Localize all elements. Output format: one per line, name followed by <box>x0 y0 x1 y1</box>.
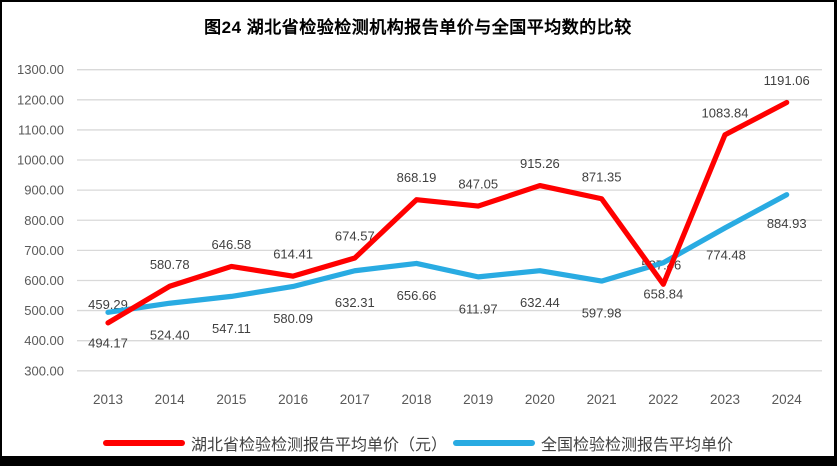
chart-legend: 湖北省检验检测报告平均单价（元） 全国检验检测报告平均单价 <box>2 431 834 455</box>
svg-text:847.05: 847.05 <box>458 177 498 192</box>
svg-text:2024: 2024 <box>772 392 803 407</box>
chart-title: 图24 湖北省检验检测机构报告单价与全国平均数的比较 <box>204 18 632 37</box>
svg-text:632.44: 632.44 <box>520 295 560 310</box>
svg-text:597.98: 597.98 <box>582 306 622 321</box>
svg-text:871.35: 871.35 <box>582 169 622 184</box>
svg-text:500.00: 500.00 <box>24 303 64 318</box>
svg-text:2020: 2020 <box>525 392 555 407</box>
svg-text:2016: 2016 <box>278 392 308 407</box>
svg-text:774.48: 774.48 <box>706 247 746 262</box>
svg-text:915.26: 915.26 <box>520 156 560 171</box>
svg-text:524.40: 524.40 <box>150 328 190 343</box>
svg-text:400.00: 400.00 <box>24 333 64 348</box>
svg-text:580.09: 580.09 <box>273 311 313 326</box>
svg-text:884.93: 884.93 <box>767 216 807 231</box>
svg-text:2014: 2014 <box>155 392 186 407</box>
svg-text:674.57: 674.57 <box>335 229 375 244</box>
svg-text:300.00: 300.00 <box>24 363 64 378</box>
svg-text:1191.06: 1191.06 <box>764 73 810 88</box>
svg-text:2022: 2022 <box>648 392 678 407</box>
svg-text:580.78: 580.78 <box>150 257 190 272</box>
legend-swatch-national-line <box>453 440 535 446</box>
svg-text:1083.84: 1083.84 <box>702 105 749 120</box>
svg-text:494.17: 494.17 <box>88 335 128 350</box>
svg-text:900.00: 900.00 <box>24 183 64 198</box>
svg-text:2023: 2023 <box>710 392 740 407</box>
svg-text:547.11: 547.11 <box>212 321 251 336</box>
svg-text:632.31: 632.31 <box>335 295 375 310</box>
svg-text:2019: 2019 <box>463 392 493 407</box>
svg-text:658.84: 658.84 <box>643 287 683 302</box>
svg-text:868.19: 868.19 <box>397 170 437 185</box>
svg-text:611.97: 611.97 <box>459 301 498 316</box>
svg-text:2015: 2015 <box>216 392 246 407</box>
line-chart-svg: 300.00 400.00 500.00 600.00 700.00 800.00 900.… <box>17 62 822 407</box>
svg-text:700.00: 700.00 <box>24 243 64 258</box>
svg-text:656.66: 656.66 <box>397 288 437 303</box>
legend-label-hubei: 湖北省检验检测报告平均单价（元） <box>190 437 447 454</box>
svg-text:2018: 2018 <box>401 392 431 407</box>
svg-text:459.29: 459.29 <box>88 297 128 312</box>
svg-text:646.58: 646.58 <box>212 237 252 252</box>
svg-text:1100.00: 1100.00 <box>18 122 64 137</box>
legend-label-national: 全国检验检测报告平均单价 <box>541 437 734 454</box>
svg-text:1200.00: 1200.00 <box>17 92 64 107</box>
svg-text:2013: 2013 <box>93 392 123 407</box>
legend-swatch-hubei-line <box>102 440 185 446</box>
svg-text:1300.00: 1300.00 <box>17 62 64 77</box>
svg-text:1000.00: 1000.00 <box>17 153 64 168</box>
svg-text:2017: 2017 <box>340 392 370 407</box>
svg-text:2021: 2021 <box>587 392 617 407</box>
svg-text:600.00: 600.00 <box>24 273 64 288</box>
svg-text:614.41: 614.41 <box>273 247 313 262</box>
svg-text:800.00: 800.00 <box>24 213 64 228</box>
